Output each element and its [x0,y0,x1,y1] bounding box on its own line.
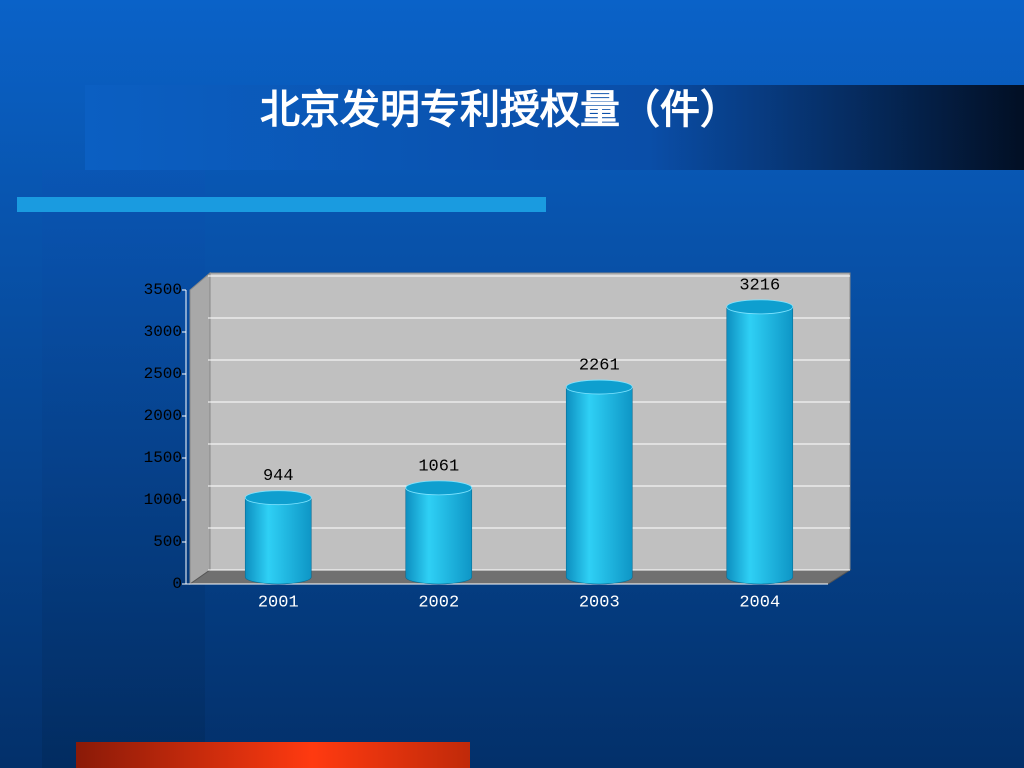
bar-top [405,480,473,496]
x-tick-label: 2002 [418,593,459,612]
side-panel [42,170,205,768]
accent-bar-bottom [76,742,470,768]
title-band [85,85,1024,170]
bar-top [244,490,312,506]
x-tick-label: 2001 [258,593,299,612]
bar [244,497,312,585]
y-tick-label: 2000 [144,407,182,425]
bar [405,487,473,585]
x-tick-label: 2004 [739,593,780,612]
value-label: 944 [263,467,294,486]
bar-top [726,299,794,315]
x-tick-label: 2003 [579,593,620,612]
accent-bar [17,197,546,212]
y-tick-label: 500 [153,533,182,551]
bar [726,306,794,585]
y-tick-label: 3000 [144,323,182,341]
y-tick-label: 3500 [144,281,182,299]
bar-top [565,379,633,395]
value-label: 1061 [418,457,459,476]
y-tick-label: 1000 [144,491,182,509]
y-tick-label: 1500 [144,449,182,467]
bar [565,386,633,585]
plot: 0 500 1000 1500 2000 2500 3000 3500 2001 944 2002 1… [144,275,850,612]
value-label: 3216 [739,276,780,295]
value-label: 2261 [579,357,620,376]
y-tick-label: 0 [172,575,182,593]
y-tick-label: 2500 [144,365,182,383]
chart-title: 北京发明专利授权量（件） [260,86,740,133]
side-wall [189,271,211,585]
